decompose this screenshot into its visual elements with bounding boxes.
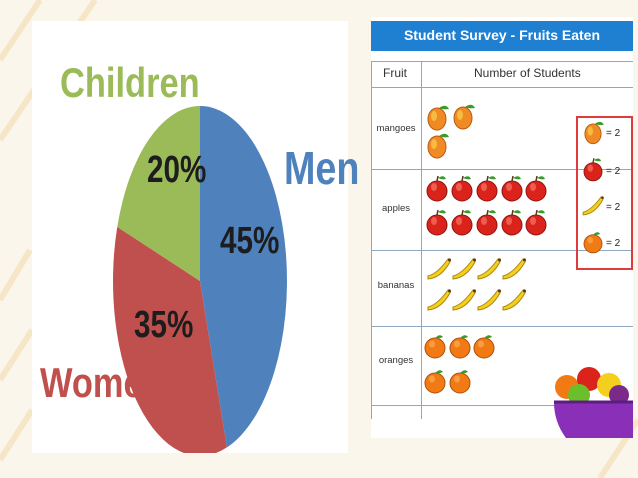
fruit-basket-icon: [554, 367, 633, 438]
mangoe-icon: [427, 105, 449, 131]
pie-slice-men: [200, 106, 287, 448]
row-label-mangoes: mangoes: [376, 123, 416, 134]
column-header-count: Number of Students: [474, 66, 581, 80]
apple-icon: [525, 175, 547, 202]
pictograph-key: [576, 116, 633, 270]
grid-line: [371, 61, 372, 419]
key-label-apple: = 2: [606, 166, 621, 177]
banana-icon: [502, 258, 526, 280]
banana-icon: [477, 289, 501, 311]
pictograph-panel: Student Survey - Fruits Eaten Fruit Numb…: [371, 17, 633, 438]
key-label-mango: = 2: [606, 128, 621, 139]
apple-icon: [525, 209, 547, 236]
data-label-children: 20%: [147, 149, 207, 191]
orange-icon: [473, 335, 495, 359]
key-banana-icon: [582, 196, 604, 216]
mangoe-icon: [427, 133, 449, 159]
legend-label-women: Women: [40, 359, 164, 406]
grid-line: [421, 61, 422, 419]
banana-icon: [427, 289, 451, 311]
banana-icon: [502, 289, 526, 311]
apple-icon: [501, 175, 523, 202]
pie-slice-children: [117, 106, 200, 281]
banana-icon: [452, 258, 476, 280]
orange-icon: [449, 370, 471, 394]
key-mango-icon: [584, 121, 604, 145]
legend-label-men: Men: [284, 142, 360, 194]
apple-icon: [426, 209, 448, 236]
key-label-orange: = 2: [606, 238, 621, 249]
pictograph-title: Student Survey - Fruits Eaten: [403, 27, 601, 43]
pie-slice-women: [113, 226, 227, 453]
row-label-apples: apples: [382, 203, 410, 214]
apple-icon: [451, 175, 473, 202]
grid-line: [371, 87, 633, 88]
banana-icon: [452, 289, 476, 311]
data-label-men: 45%: [220, 220, 280, 262]
pie-chart-panel: Children Men Women 20% 45% 35%: [32, 21, 359, 453]
grid-line: [371, 250, 633, 251]
grid-line: [371, 169, 633, 170]
grid-line: [371, 61, 633, 62]
apple-icon: [501, 209, 523, 236]
apple-icon: [451, 209, 473, 236]
orange-icon: [449, 335, 471, 359]
data-label-women: 35%: [134, 304, 194, 346]
apple-icon: [426, 175, 448, 202]
key-label-banana: = 2: [606, 202, 621, 213]
key-orange-icon: [583, 232, 603, 254]
grid-line: [371, 405, 633, 406]
apple-icon: [476, 175, 498, 202]
pictograph-icons: [424, 104, 633, 438]
key-apple-icon: [583, 158, 603, 182]
row-label-bananas: bananas: [377, 280, 415, 291]
legend-label-children: Children: [60, 59, 200, 106]
column-header-fruit: Fruit: [383, 66, 407, 80]
orange-icon: [424, 370, 446, 394]
pictograph-title-bar: Student Survey - Fruits Eaten: [371, 21, 633, 51]
banana-icon: [427, 258, 451, 280]
mangoe-icon: [453, 104, 475, 130]
row-label-oranges: oranges: [378, 355, 414, 366]
grid-line: [371, 326, 633, 327]
pie-chart: [113, 106, 287, 453]
orange-icon: [424, 335, 446, 359]
banana-icon: [477, 258, 501, 280]
apple-icon: [476, 209, 498, 236]
